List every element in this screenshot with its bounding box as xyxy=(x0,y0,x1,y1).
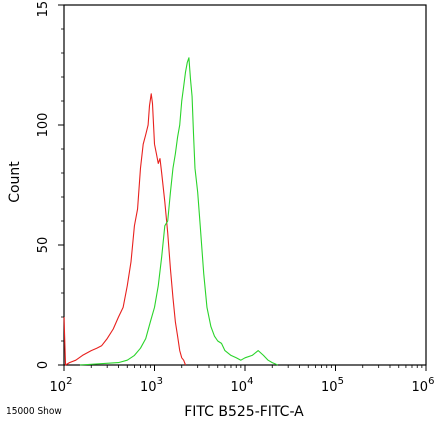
plot-frame xyxy=(63,4,427,366)
series-line-1 xyxy=(63,93,187,366)
x-tick-label: 104 xyxy=(231,376,254,395)
footer-note: 15000 Show xyxy=(6,406,62,417)
plot-area-border xyxy=(63,4,427,366)
x-tick-label: 105 xyxy=(321,376,344,395)
x-tick-label: 103 xyxy=(140,376,163,395)
y-tick-label: 100 xyxy=(36,113,51,138)
y-axis-ticks: 0 50 100 150 xyxy=(36,0,64,369)
y-axis-title: Count xyxy=(7,161,23,203)
y-tick-label: 0 xyxy=(36,361,51,369)
x-axis-title: FITC B525-FITC-A xyxy=(184,404,304,420)
x-tick-label: 102 xyxy=(50,376,73,395)
x-tick-label: 106 xyxy=(412,376,435,395)
y-tick-label: 50 xyxy=(36,237,51,254)
y-tick-label: 150 xyxy=(36,0,51,17)
x-axis-ticks: 102 103 104 105 106 xyxy=(50,365,435,395)
series-layer xyxy=(63,57,278,366)
series-line-2 xyxy=(79,57,278,366)
